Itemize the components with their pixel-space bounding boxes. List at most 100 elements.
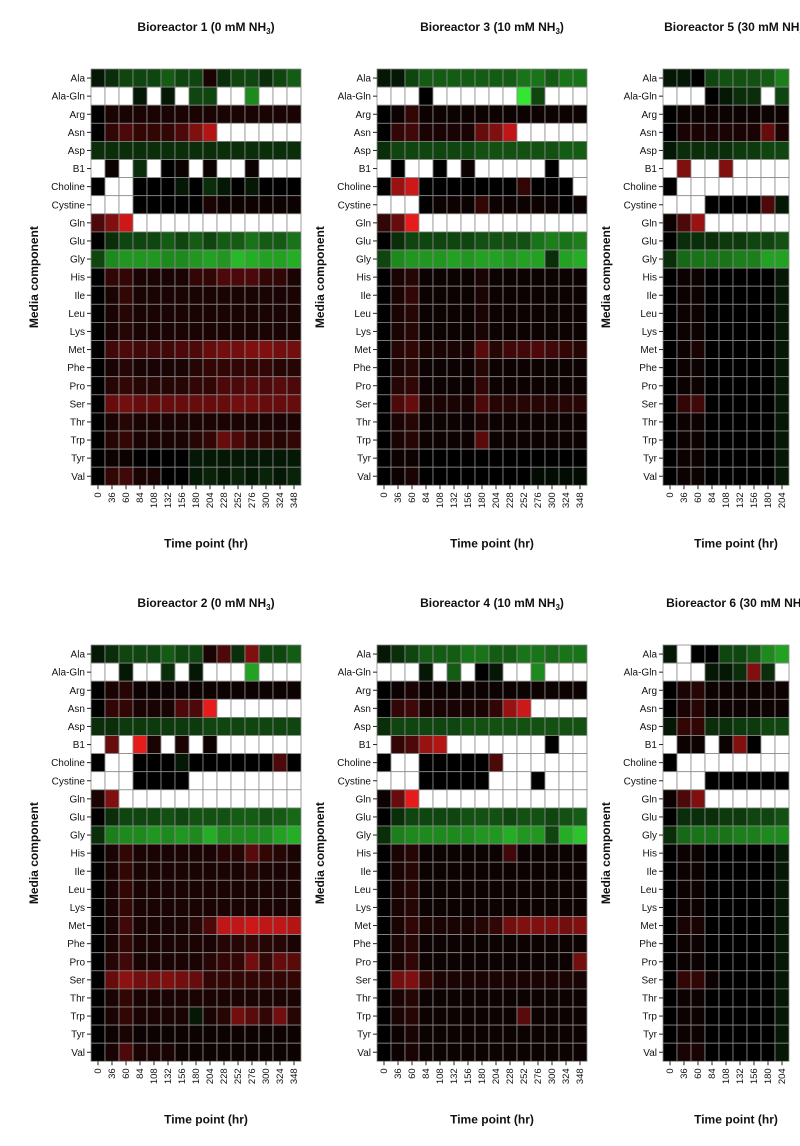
heatmap-cell	[188, 177, 204, 197]
heatmap-cell	[676, 394, 692, 414]
heatmap-cell	[662, 1024, 678, 1044]
heatmap-cell	[502, 898, 518, 917]
heatmap-cell	[202, 177, 218, 197]
heatmap-cell	[390, 412, 406, 432]
col-label: 252	[519, 492, 530, 508]
panel-title: Bioreactor 6 (30 mM NH3	[666, 596, 800, 612]
heatmap-cell	[432, 159, 448, 179]
heatmap-cell	[230, 340, 246, 360]
heatmap-cell	[132, 934, 148, 954]
y-axis-label: Media component	[313, 226, 327, 328]
heatmap-cell	[160, 86, 176, 106]
heatmap-cell	[558, 807, 574, 827]
heatmap-cell	[230, 644, 246, 664]
heatmap-cell	[390, 843, 406, 863]
heatmap-cell	[718, 698, 734, 718]
heatmap-cell	[732, 376, 748, 396]
heatmap-cell	[146, 267, 162, 287]
heatmap-cell	[446, 303, 462, 323]
heatmap-cell	[244, 1006, 260, 1026]
heatmap-cell	[718, 122, 734, 142]
heatmap-cell	[216, 122, 232, 142]
heatmap-cell	[146, 1006, 162, 1026]
heatmap-cell	[404, 321, 420, 341]
row-label: Cystine	[338, 200, 372, 211]
row-label: Gln	[355, 794, 371, 805]
heatmap-cell	[118, 285, 134, 305]
heatmap-cell	[662, 430, 678, 450]
heatmap-cell	[216, 86, 232, 106]
panel-title-main: Bioreactor 1 (0 mM NH	[137, 20, 266, 34]
heatmap-cell	[118, 159, 134, 179]
heatmap-cell	[502, 340, 518, 360]
heatmap-cell	[530, 321, 546, 341]
heatmap-cell	[174, 195, 190, 215]
heatmap-cell	[132, 104, 148, 124]
panel-title: Bioreactor 5 (30 mM NH3)	[664, 20, 800, 36]
row-label: Ala-Gln	[52, 668, 85, 679]
heatmap-cell	[488, 916, 504, 936]
heatmap-cell	[502, 303, 518, 323]
row-label: Asn	[68, 128, 85, 139]
heatmap-cell	[146, 86, 162, 106]
row-label: Thr	[356, 993, 372, 1004]
heatmap-cell	[516, 122, 532, 142]
heatmap-cell	[732, 249, 748, 269]
heatmap-cell	[244, 680, 260, 700]
heatmap-cell	[202, 898, 218, 917]
heatmap-cell	[544, 735, 560, 755]
heatmap-cell	[704, 177, 720, 197]
heatmap-cell	[118, 213, 134, 233]
col-label: 36	[107, 1068, 118, 1079]
heatmap-cell	[104, 680, 120, 700]
heatmap-cell	[516, 249, 532, 269]
heatmap-cell	[774, 448, 790, 468]
heatmap-cell	[544, 644, 560, 664]
heatmap-cell	[760, 68, 776, 88]
heatmap-cell	[530, 825, 546, 845]
row-label: Lys	[356, 327, 371, 338]
heatmap-cell	[544, 807, 560, 827]
heatmap-cell	[516, 177, 532, 197]
heatmap-cell	[104, 177, 120, 197]
heatmap-cell	[760, 340, 776, 360]
heatmap-cell	[690, 807, 706, 827]
heatmap-cell	[376, 68, 392, 88]
heatmap-cell	[160, 249, 176, 269]
heatmap-cell	[390, 448, 406, 468]
row-label: Gln	[69, 794, 85, 805]
heatmap-cell	[488, 735, 504, 755]
heatmap-cell	[376, 231, 392, 251]
heatmap-cell	[118, 249, 134, 269]
heatmap-cell	[718, 662, 734, 682]
heatmap-cell	[104, 430, 120, 450]
heatmap-cell	[258, 159, 274, 179]
heatmap-cell	[174, 430, 190, 450]
heatmap-cell	[104, 340, 120, 360]
heatmap-cell	[118, 843, 134, 863]
heatmap-cell	[132, 231, 148, 251]
heatmap-cell	[244, 753, 260, 773]
heatmap-cell	[286, 753, 302, 773]
row-label: B1	[73, 164, 86, 175]
heatmap-cell	[760, 1024, 776, 1044]
heatmap-cell	[216, 267, 232, 287]
heatmap-cell	[174, 1024, 190, 1044]
row-label: Gly	[642, 831, 657, 842]
heatmap-cell	[460, 430, 476, 450]
heatmap-cell	[718, 735, 734, 755]
heatmap-cell	[404, 104, 420, 124]
heatmap-cell	[104, 358, 120, 378]
heatmap-cell	[160, 988, 176, 1008]
heatmap-cell	[474, 970, 490, 990]
heatmap-cell	[286, 952, 302, 972]
heatmap-cell	[474, 898, 490, 917]
heatmap-cell	[258, 717, 274, 736]
row-label: Cystine	[624, 776, 658, 787]
heatmap-cell	[146, 735, 162, 755]
heatmap-cell	[90, 358, 106, 378]
heatmap-cell	[216, 303, 232, 323]
heatmap-cell	[558, 394, 574, 414]
heatmap-cell	[502, 394, 518, 414]
heatmap-cell	[572, 1024, 588, 1044]
